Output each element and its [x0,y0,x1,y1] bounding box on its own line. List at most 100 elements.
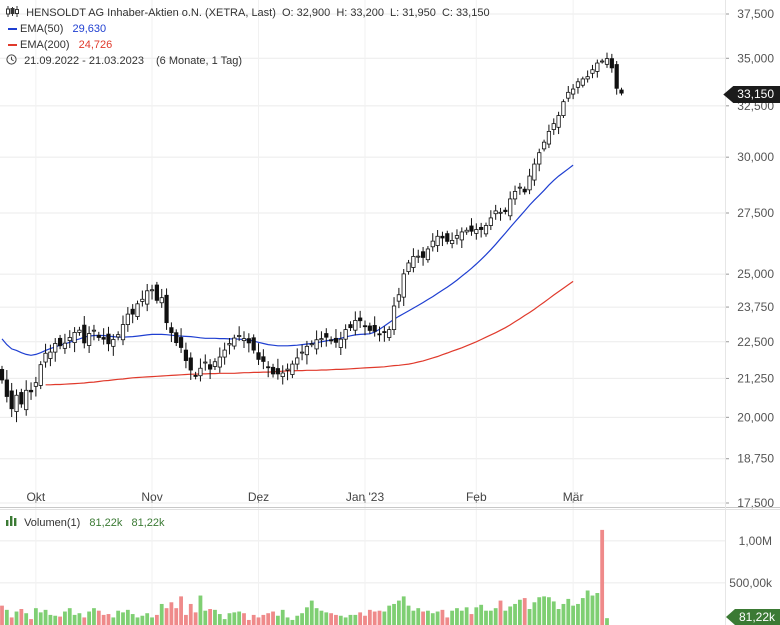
candle [532,158,537,186]
candle [406,259,411,275]
volume-bar [87,611,92,625]
candle [614,61,619,95]
volume-bar [556,609,561,625]
volume-bar [33,608,38,625]
candle [479,222,484,238]
candle [566,85,571,102]
candle [454,229,460,245]
legend-ema50[interactable]: EMA(50) 29,630 [6,22,109,36]
volume-bar [426,610,430,625]
volume-bar [275,615,280,625]
candle [469,218,474,236]
candle [87,326,92,353]
volume-bar [169,602,174,625]
volume-bar [266,613,271,625]
volume-bar [164,608,169,625]
candle [353,311,358,336]
volume-bar [387,605,392,625]
volume-bar [256,617,261,625]
volume-bar [353,614,358,625]
volume-bar [455,608,459,625]
y-tick-label: 35,000 [737,51,774,65]
candle [28,382,34,400]
candle [295,348,300,370]
legend-ema200[interactable]: EMA(200) 24,726 [6,38,115,52]
candle [546,124,552,149]
candle [82,316,87,349]
volume-bar [571,605,576,625]
volume-bar [159,603,164,625]
candle [232,334,237,350]
candle [619,87,624,96]
candle [508,191,513,221]
volume-bar [14,611,19,625]
volume-bar [527,609,532,625]
candle [19,388,24,408]
y-tick-label: 21,250 [737,371,774,385]
volume-bar [513,603,517,625]
volume-bar [295,615,300,625]
candle [571,84,576,100]
volume-bar [251,614,256,625]
volume-bar [377,610,382,625]
candle [420,247,426,266]
volume-bar [537,597,542,625]
candle [595,59,600,78]
candle [338,331,343,356]
legend-volume: Volumen(1) 81,22k 81,22k [6,516,168,530]
volume-bar [450,610,455,625]
candle [111,334,116,356]
volume-bar [96,610,101,625]
candle [319,331,324,348]
volume-value-secondary: 81,22k [131,517,165,529]
volume-bar [382,611,387,625]
volume-bar [416,608,421,625]
candlesticks [0,52,624,423]
clock-icon [6,54,17,69]
candle [309,340,314,348]
candle [270,363,276,378]
candle [474,223,479,240]
volume-bar [396,600,401,625]
candle [135,300,140,320]
candle [222,342,227,365]
close-value: 33,150 [455,7,490,20]
x-tick-label: Nov [141,490,162,504]
candle [149,284,155,300]
candle [450,232,455,249]
candle [241,331,247,349]
volume-bar [53,615,58,625]
volume-bar [522,598,527,625]
candle [72,327,77,353]
candle [411,248,416,273]
volume-bar [150,617,154,625]
candle [401,269,406,306]
candle [512,185,518,205]
candle [48,344,53,367]
candle [522,186,527,195]
candle [425,246,431,263]
volume-bar [484,610,488,625]
candle [96,331,101,341]
volume-bar [600,529,605,625]
candle [362,320,368,336]
open-label: O: [281,7,294,20]
candle [169,322,174,343]
volume-bar [111,617,116,625]
candle [382,326,387,342]
candle [261,349,266,370]
candle [0,365,5,384]
candle [164,288,169,330]
candle [343,324,348,349]
candle [14,389,19,423]
candle [208,359,213,380]
candle [367,322,372,334]
volume-bar [4,609,9,625]
candle [130,304,135,324]
y-tick-label: 22,500 [737,335,774,349]
candle [183,342,189,369]
volume-label: Volumen(1) [24,517,81,529]
volume-bar [43,609,48,625]
candle [609,53,614,73]
